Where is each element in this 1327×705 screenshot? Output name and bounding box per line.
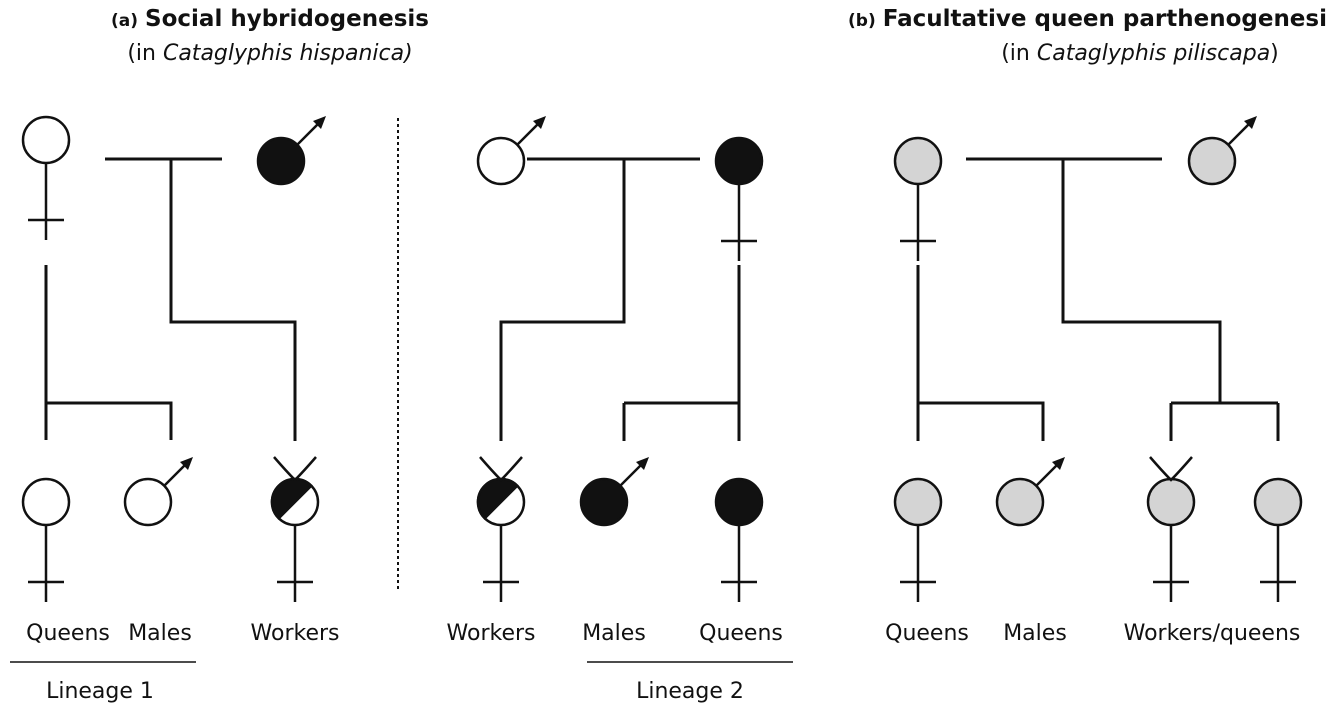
worker-symbol (1146, 455, 1196, 604)
worker-symbol (476, 455, 526, 604)
queen-symbol (1253, 477, 1303, 604)
text-part: (a) (111, 11, 138, 31)
text-part: (in (127, 41, 163, 66)
queen-symbol (21, 115, 71, 242)
panel-subtitle: (in Cataglyphis hispanica) (127, 41, 412, 66)
offspring-label: Males (128, 621, 192, 646)
text-part: ) (1270, 41, 1279, 66)
text-part: Cataglyphis piliscapa (1037, 41, 1270, 66)
panel-title: (a) Social hybridogenesis (111, 6, 429, 32)
male-symbol (476, 114, 548, 186)
male-symbol (123, 455, 195, 527)
lineage-label: Lineage 2 (636, 679, 744, 704)
queen-symbol (21, 477, 71, 604)
text-part: (b) (848, 11, 876, 31)
male-symbol (579, 455, 651, 527)
text-part: Facultative queen parthenogenesi (883, 6, 1327, 32)
panel-title: (b) Facultative queen parthenogenesi (848, 6, 1327, 32)
offspring-label: Males (582, 621, 646, 646)
panel-subtitle: (in Cataglyphis piliscapa) (1001, 41, 1279, 66)
offspring-label: Males (1003, 621, 1067, 646)
text-part: Social hybridogenesis (145, 6, 429, 32)
male-symbol (1187, 114, 1259, 186)
text-part: (in (1001, 41, 1037, 66)
queen-symbol (893, 477, 943, 604)
male-symbol (995, 455, 1067, 527)
text-part: Cataglyphis hispanica) (163, 41, 413, 66)
worker-symbol (270, 455, 320, 604)
queen-symbol (714, 136, 764, 263)
offspring-label: Queens (26, 621, 110, 646)
pedigree-lines (44, 157, 1280, 441)
queen-symbol (714, 477, 764, 604)
offspring-label: Queens (885, 621, 969, 646)
queen-symbol (893, 136, 943, 263)
lineage-label: Lineage 1 (46, 679, 154, 704)
offspring-label: Workers (251, 621, 340, 646)
offspring-label: Workers (447, 621, 536, 646)
offspring-label: Queens (699, 621, 783, 646)
offspring-label: Workers/queens (1124, 621, 1301, 646)
male-symbol (256, 114, 328, 186)
